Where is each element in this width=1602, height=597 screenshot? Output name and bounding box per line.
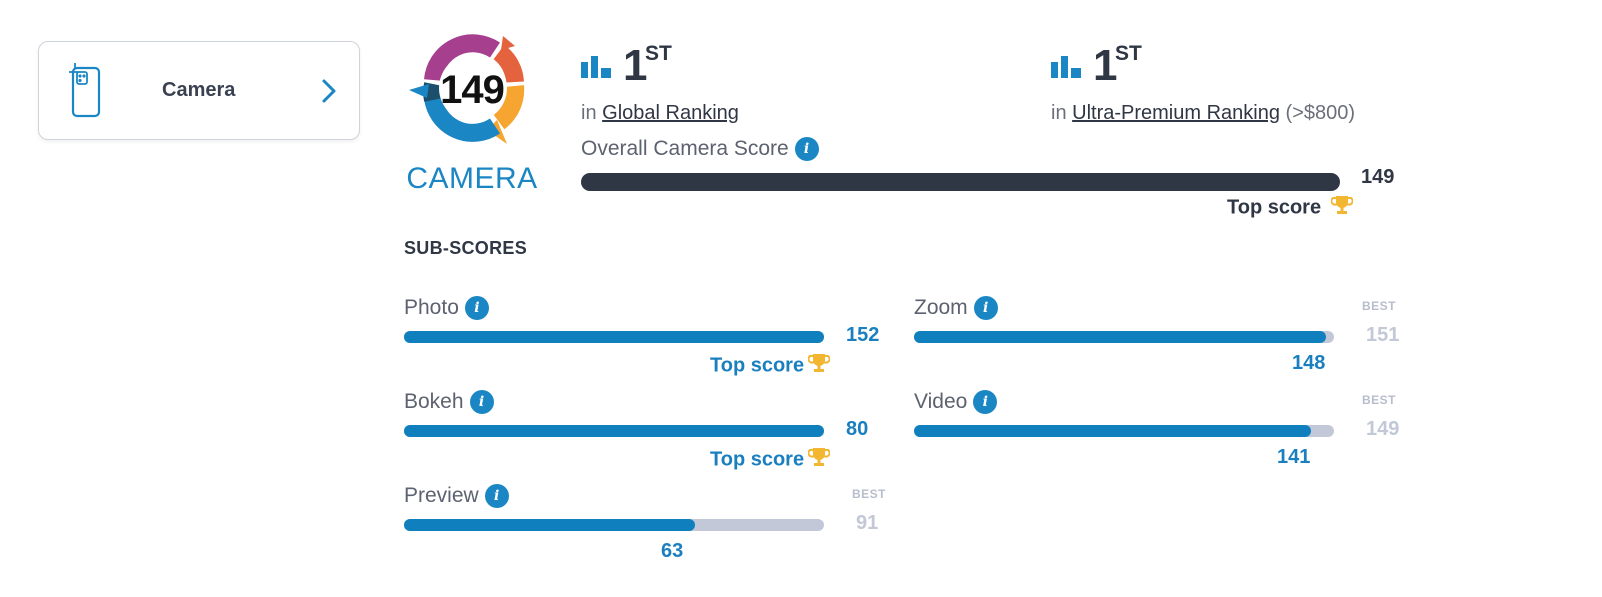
preview-score-track bbox=[404, 519, 824, 531]
zoom-label-row: Zoom i bbox=[914, 296, 998, 321]
zoom-score-value: 148 bbox=[1292, 352, 1326, 374]
global-rank-suffix: ST bbox=[645, 42, 672, 65]
trophy-icon bbox=[1330, 194, 1354, 222]
photo-score-fill bbox=[404, 331, 824, 343]
bokeh-label-row: Bokeh i bbox=[404, 390, 494, 415]
preview-label: Preview bbox=[404, 484, 479, 507]
photo-score-track bbox=[404, 331, 824, 343]
bokeh-top-score: Top score bbox=[710, 446, 831, 474]
video-label-row: Video i bbox=[914, 390, 998, 415]
video-score-value: 141 bbox=[1277, 446, 1311, 468]
video-score-fill bbox=[914, 425, 1311, 437]
bokeh-label: Bokeh bbox=[404, 390, 464, 413]
photo-top-score: Top score bbox=[710, 352, 831, 380]
info-icon[interactable]: i bbox=[469, 390, 494, 415]
bokeh-score-value: 80 bbox=[846, 418, 869, 440]
preview-score-fill bbox=[404, 519, 695, 531]
video-best-value: 149 bbox=[1366, 418, 1400, 440]
sub-scores-title: SUB-SCORES bbox=[404, 238, 528, 258]
zoom-best-label: BEST bbox=[1362, 299, 1397, 313]
ranking-bars-icon bbox=[1051, 56, 1083, 83]
video-score-track bbox=[914, 425, 1334, 437]
overall-score-bar bbox=[581, 173, 1340, 191]
ultra-rank-price-range: (>$800) bbox=[1285, 102, 1356, 124]
preview-score-value: 63 bbox=[661, 540, 684, 562]
photo-label: Photo bbox=[404, 296, 459, 319]
zoom-label: Zoom bbox=[914, 296, 968, 319]
info-icon[interactable]: i bbox=[973, 390, 998, 415]
overall-top-score: Top score bbox=[1227, 194, 1354, 222]
ultra-rank-suffix: ST bbox=[1115, 42, 1142, 65]
badge-score: 149 bbox=[440, 68, 505, 112]
camera-nav-label: Camera bbox=[162, 79, 236, 101]
global-rank-number: 1 bbox=[623, 41, 648, 90]
ultra-premium-ranking-link[interactable]: Ultra-Premium Ranking bbox=[1072, 102, 1280, 124]
phone-camera-icon bbox=[67, 62, 107, 127]
bokeh-score-fill bbox=[404, 425, 824, 437]
chevron-right-icon bbox=[319, 76, 339, 111]
zoom-score-track bbox=[914, 331, 1334, 343]
top-score-label: Top score bbox=[710, 354, 805, 377]
info-icon[interactable]: i bbox=[484, 484, 509, 509]
overall-score-value: 149 bbox=[1361, 166, 1395, 188]
overall-score-label: Overall Camera Score bbox=[581, 137, 789, 160]
zoom-best-value: 151 bbox=[1366, 324, 1400, 346]
info-icon[interactable]: i bbox=[464, 296, 489, 321]
info-icon[interactable]: i bbox=[973, 296, 998, 321]
preview-best-label: BEST bbox=[852, 487, 887, 501]
ranking-bars-icon bbox=[581, 56, 613, 83]
photo-score-value: 152 bbox=[846, 324, 880, 346]
top-score-label: Top score bbox=[710, 448, 805, 471]
trophy-icon bbox=[807, 352, 831, 380]
overall-score-label-row: Overall Camera Score i bbox=[581, 137, 819, 162]
preview-best-value: 91 bbox=[856, 512, 879, 534]
top-score-label: Top score bbox=[1227, 196, 1322, 219]
ultra-rank-prefix: in bbox=[1051, 102, 1067, 124]
camera-nav-card[interactable]: Camera bbox=[38, 41, 360, 140]
badge-label: CAMERA bbox=[406, 162, 538, 195]
video-best-label: BEST bbox=[1362, 393, 1397, 407]
photo-label-row: Photo i bbox=[404, 296, 489, 321]
trophy-icon bbox=[807, 446, 831, 474]
global-ranking-link[interactable]: Global Ranking bbox=[602, 102, 739, 124]
ultra-rank-number: 1 bbox=[1093, 41, 1118, 90]
zoom-score-fill bbox=[914, 331, 1326, 343]
camera-score-badge: 149 CAMERA bbox=[403, 28, 541, 198]
preview-label-row: Preview i bbox=[404, 484, 509, 509]
global-rank-prefix: in bbox=[581, 102, 597, 124]
bokeh-score-track bbox=[404, 425, 824, 437]
info-icon[interactable]: i bbox=[794, 137, 819, 162]
video-label: Video bbox=[914, 390, 968, 413]
badge-ring-icon bbox=[409, 34, 525, 144]
